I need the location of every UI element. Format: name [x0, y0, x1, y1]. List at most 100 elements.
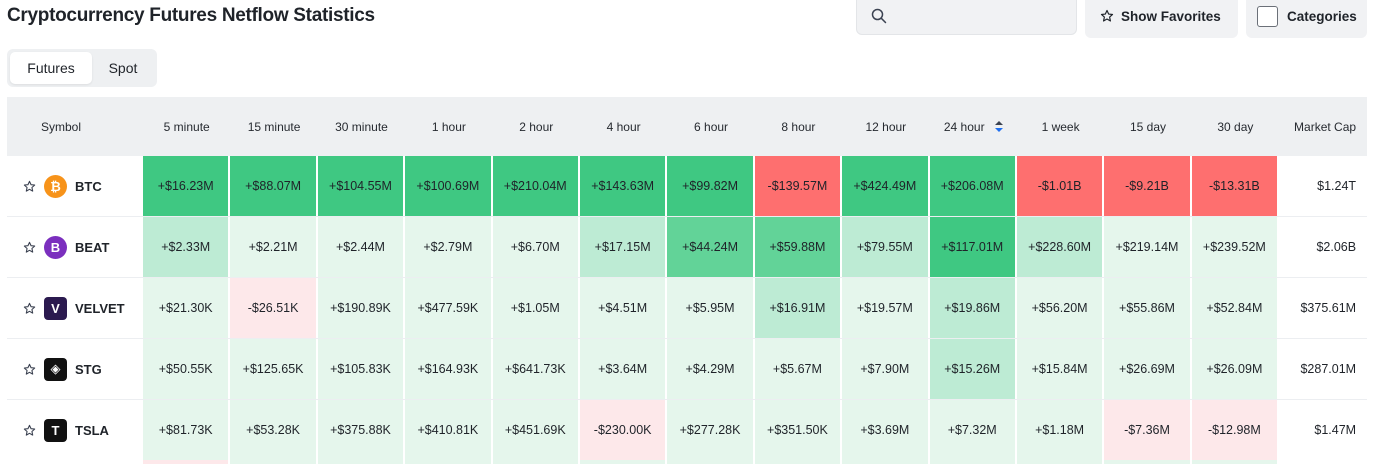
column-header-market-cap[interactable]: Market Cap — [1294, 119, 1357, 134]
netflow-cell: +$44.24M — [667, 217, 755, 277]
column-header-15-minute[interactable]: 15 minute — [247, 119, 301, 134]
netflow-cell: +$3.64M — [579, 339, 668, 399]
netflow-cell: +$53.28K — [230, 400, 318, 460]
netflow-cell: -$230.00K — [579, 400, 668, 460]
netflow-cell: +$26.09M — [1191, 339, 1280, 399]
netflow-cell: +$164.93K — [405, 339, 493, 399]
column-header-24-hour-label: 24 hour — [943, 119, 985, 134]
tesla-icon: T — [44, 418, 67, 442]
next-row-cell-edge — [142, 460, 231, 464]
netflow-cell: +$641.73K — [492, 339, 580, 399]
netflow-cell: -$9.21B — [1104, 156, 1192, 216]
column-header-30-minute[interactable]: 30 minute — [335, 119, 388, 134]
table-row[interactable]: ◈ STG +$50.55K +$125.65K +$105.83K +$164.93K +… — [7, 339, 1367, 400]
netflow-cell: -$7.36M — [1104, 400, 1192, 460]
bitcoin-icon: ₿ — [44, 174, 67, 198]
market-cap-cell: $375.61M — [1300, 301, 1357, 315]
table-row[interactable]: T TSLA +$81.73K +$53.28K +$375.88K +$410.81K +… — [7, 400, 1367, 461]
page-title: Cryptocurrency Futures Netflow Statistic… — [7, 5, 375, 26]
column-header-8-hour[interactable]: 8 hour — [781, 119, 816, 134]
netflow-cell: -$1.01B — [1016, 156, 1105, 216]
symbol-label: TSLA — [75, 422, 109, 438]
netflow-cell: +$451.69K — [492, 400, 580, 460]
netflow-cell: +$88.07M — [230, 156, 318, 216]
next-row-cell-edge — [492, 460, 580, 464]
netflow-cell: +$143.63M — [579, 156, 668, 216]
netflow-cell: +$117.01M — [929, 217, 1017, 277]
netflow-cell: +$15.84M — [1016, 339, 1105, 399]
netflow-cell: +$277.28K — [667, 400, 755, 460]
netflow-cell: +$1.18M — [1016, 400, 1105, 460]
symbol-label: BTC — [75, 178, 102, 194]
table-row[interactable]: V VELVET +$21.30K -$26.51K +$190.89K +$477.59… — [7, 278, 1367, 339]
categories-checkbox[interactable] — [1257, 5, 1278, 27]
market-cap-cell: $287.01M — [1300, 362, 1357, 376]
column-header-1-week[interactable]: 1 week — [1041, 119, 1080, 134]
netflow-cell: +$219.14M — [1104, 217, 1192, 277]
netflow-cell: +$59.88M — [754, 217, 843, 277]
categories-button[interactable]: Categories — [1246, 0, 1367, 38]
netflow-cell: +$2.33M — [143, 217, 231, 277]
market-type-tabs: Futures Spot — [7, 49, 157, 87]
next-row-cell-edge — [929, 460, 1017, 464]
netflow-cell: +$190.89K — [317, 278, 406, 338]
column-header-5-minute[interactable]: 5 minute — [163, 119, 210, 134]
tab-futures[interactable]: Futures — [10, 52, 92, 84]
netflow-cell: +$99.82M — [667, 156, 755, 216]
velvet-icon: V — [44, 296, 67, 320]
favorite-star-icon[interactable] — [23, 363, 36, 376]
favorite-star-icon[interactable] — [23, 241, 36, 254]
symbol-cell[interactable]: ₿ BTC — [7, 156, 143, 216]
column-header-6-hour[interactable]: 6 hour — [694, 119, 729, 134]
show-favorites-label: Show Favorites — [1121, 8, 1221, 24]
netflow-cell: -$13.31B — [1191, 156, 1280, 216]
next-row-cell-edge — [1104, 460, 1192, 464]
netflow-cell: +$2.44M — [317, 217, 406, 277]
netflow-cell: +$55.86M — [1104, 278, 1192, 338]
column-header-4-hour[interactable]: 4 hour — [606, 119, 641, 134]
netflow-cell: +$6.70M — [492, 217, 580, 277]
column-header-30-day[interactable]: 30 day — [1217, 119, 1254, 134]
netflow-cell: -$139.57M — [754, 156, 843, 216]
symbol-label: VELVET — [75, 300, 125, 316]
netflow-cell: +$52.84M — [1191, 278, 1280, 338]
symbol-cell[interactable]: ◈ STG — [7, 339, 143, 399]
market-cap-cell: $1.47M — [1314, 423, 1357, 437]
symbol-cell[interactable]: V VELVET — [7, 278, 143, 338]
table-row[interactable]: ₿ BTC +$16.23M +$88.07M +$104.55M +$100.69M +$… — [7, 156, 1367, 217]
symbol-cell[interactable]: T TSLA — [7, 400, 143, 460]
netflow-cell: +$4.29M — [667, 339, 755, 399]
show-favorites-button[interactable]: Show Favorites — [1085, 0, 1238, 38]
column-header-symbol[interactable]: Symbol — [41, 119, 82, 134]
netflow-cell: +$424.49M — [842, 156, 930, 216]
next-row-cell-edge — [579, 460, 668, 464]
next-row-cell-edge — [1279, 460, 1368, 464]
market-cap-cell: $2.06B — [1316, 240, 1357, 254]
netflow-table: Symbol 5 minute 15 minute 30 minute 1 ho… — [7, 97, 1367, 461]
netflow-cell: +$26.69M — [1104, 339, 1192, 399]
next-row-cell-edge — [317, 460, 406, 464]
beat-icon: B — [44, 235, 67, 259]
table-row[interactable]: B BEAT +$2.33M +$2.21M +$2.44M +$2.79M +$6.70M… — [7, 217, 1367, 278]
column-header-24-hour[interactable]: 24 hour — [930, 97, 1017, 156]
search-input[interactable] — [856, 0, 1077, 35]
next-row-cell-edge — [667, 460, 755, 464]
column-header-1-hour[interactable]: 1 hour — [431, 119, 466, 134]
netflow-cell: +$19.86M — [929, 278, 1017, 338]
netflow-cell: +$104.55M — [317, 156, 406, 216]
favorite-star-icon[interactable] — [23, 302, 36, 315]
netflow-cell: +$210.04M — [492, 156, 580, 216]
favorite-star-icon[interactable] — [23, 180, 36, 193]
table-body: ₿ BTC +$16.23M +$88.07M +$104.55M +$100.69M +$… — [7, 156, 1367, 461]
netflow-cell: +$7.32M — [929, 400, 1017, 460]
column-header-12-hour[interactable]: 12 hour — [865, 119, 907, 134]
favorite-star-icon[interactable] — [23, 424, 36, 437]
column-header-15-day[interactable]: 15 day — [1129, 119, 1166, 134]
column-header-2-hour[interactable]: 2 hour — [519, 119, 554, 134]
next-row-cell-edge — [842, 460, 930, 464]
tab-spot[interactable]: Spot — [108, 60, 138, 76]
sort-icon[interactable] — [994, 120, 1003, 133]
symbol-cell[interactable]: B BEAT — [7, 217, 143, 277]
netflow-cell: +$21.30K — [143, 278, 231, 338]
netflow-cell: +$16.91M — [754, 278, 843, 338]
